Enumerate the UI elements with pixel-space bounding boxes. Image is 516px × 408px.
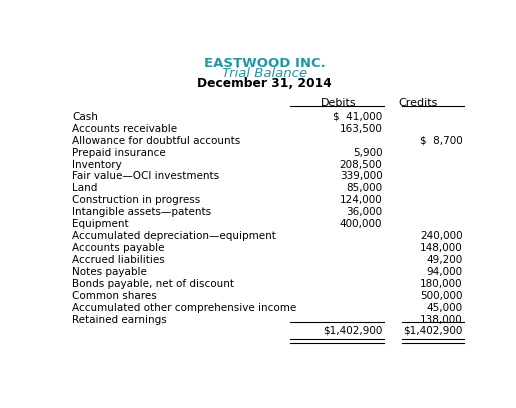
Text: 500,000: 500,000 (420, 291, 462, 301)
Text: Equipment: Equipment (72, 219, 129, 229)
Text: Cash: Cash (72, 112, 99, 122)
Text: Debits: Debits (320, 98, 356, 108)
Text: 124,000: 124,000 (340, 195, 382, 205)
Text: $  8,700: $ 8,700 (420, 136, 462, 146)
Text: Accumulated depreciation—equipment: Accumulated depreciation—equipment (72, 231, 277, 241)
Text: 94,000: 94,000 (426, 267, 462, 277)
Text: Allowance for doubtful accounts: Allowance for doubtful accounts (72, 136, 241, 146)
Text: 85,000: 85,000 (346, 184, 382, 193)
Text: Common shares: Common shares (72, 291, 157, 301)
Text: Accounts receivable: Accounts receivable (72, 124, 178, 134)
Text: Fair value—OCI investments: Fair value—OCI investments (72, 171, 220, 182)
Text: Accumulated other comprehensive income: Accumulated other comprehensive income (72, 303, 297, 313)
Text: $1,402,900: $1,402,900 (403, 326, 462, 336)
Text: Intangible assets—patents: Intangible assets—patents (72, 207, 212, 217)
Text: $1,402,900: $1,402,900 (323, 326, 382, 336)
Text: 5,900: 5,900 (353, 148, 382, 157)
Text: Bonds payable, net of discount: Bonds payable, net of discount (72, 279, 234, 289)
Text: Notes payable: Notes payable (72, 267, 148, 277)
Text: 163,500: 163,500 (340, 124, 382, 134)
Text: Trial Balance: Trial Balance (222, 67, 307, 80)
Text: Inventory: Inventory (72, 160, 122, 170)
Text: 400,000: 400,000 (340, 219, 382, 229)
Text: $  41,000: $ 41,000 (333, 112, 382, 122)
Text: 208,500: 208,500 (340, 160, 382, 170)
Text: 148,000: 148,000 (420, 243, 462, 253)
Text: 138,000: 138,000 (420, 315, 462, 325)
Text: 339,000: 339,000 (340, 171, 382, 182)
Text: Accounts payable: Accounts payable (72, 243, 165, 253)
Text: Credits: Credits (399, 98, 438, 108)
Text: Prepaid insurance: Prepaid insurance (72, 148, 166, 157)
Text: Construction in progress: Construction in progress (72, 195, 201, 205)
Text: 45,000: 45,000 (426, 303, 462, 313)
Text: Accrued liabilities: Accrued liabilities (72, 255, 165, 265)
Text: 240,000: 240,000 (420, 231, 462, 241)
Text: December 31, 2014: December 31, 2014 (197, 77, 332, 90)
Text: 36,000: 36,000 (346, 207, 382, 217)
Text: Retained earnings: Retained earnings (72, 315, 167, 325)
Text: Land: Land (72, 184, 98, 193)
Text: 180,000: 180,000 (420, 279, 462, 289)
Text: 49,200: 49,200 (426, 255, 462, 265)
Text: EASTWOOD INC.: EASTWOOD INC. (204, 57, 325, 70)
